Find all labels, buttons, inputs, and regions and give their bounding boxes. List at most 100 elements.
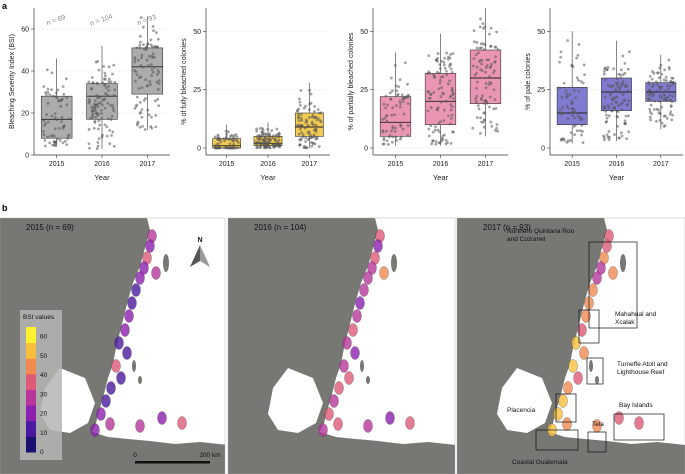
data-point [44,91,47,94]
data-point [154,31,158,34]
data-point [476,80,479,84]
data-point [433,128,437,132]
data-point [134,79,137,83]
data-point [156,68,160,72]
data-point [94,103,98,107]
data-point [255,129,259,133]
y-axis-label: % of pale colonies [525,53,532,110]
site-marker [127,296,137,310]
data-point [669,110,673,114]
data-point [580,130,584,133]
data-point [235,135,239,139]
data-point [451,93,455,96]
data-point [297,115,300,119]
data-point [494,106,498,110]
data-point [100,116,104,120]
data-point [42,85,46,88]
data-point [103,82,107,86]
data-point [87,128,91,131]
data-point [475,40,479,44]
data-point [151,25,155,28]
data-point [231,144,235,148]
data-point [101,98,105,102]
data-point [99,108,103,112]
data-point [488,105,491,109]
data-point [65,96,69,99]
data-point [96,82,99,85]
data-point [137,87,141,91]
data-point [625,103,629,107]
data-point [154,125,158,129]
data-point [297,113,300,117]
site-marker [106,381,116,395]
data-point [439,75,443,79]
data-point [562,81,566,85]
data-point [430,142,434,146]
data-point [266,142,270,146]
data-point [442,108,446,112]
island-reef [138,376,142,384]
x-tick-label: 2015 [49,161,65,168]
data-point [664,75,668,79]
data-point [619,85,623,89]
data-point [487,83,491,87]
data-point [139,16,143,20]
site-marker [135,419,145,433]
data-point [406,82,409,86]
data-point [581,81,585,85]
data-point [479,132,482,135]
data-point [649,103,653,107]
data-point [627,114,630,118]
data-point [573,133,577,137]
data-point [621,93,625,97]
data-point [484,86,488,90]
data-point [393,64,397,67]
data-point [64,77,68,81]
data-point [228,142,232,146]
island-cozumel [163,254,169,272]
data-point [476,104,480,107]
data-point [493,98,497,101]
data-point [617,72,621,76]
data-point [573,116,577,120]
legend-swatch [26,389,36,406]
data-point [381,142,385,146]
data-point [621,54,625,58]
data-point [479,17,482,21]
data-point [304,136,308,140]
data-point [662,114,666,118]
site-marker [116,371,126,385]
panel-label-a: a [2,1,8,11]
data-point [471,64,475,68]
data-point [565,140,569,144]
data-point [435,71,439,74]
data-point [150,45,154,49]
data-point [448,79,451,83]
site-marker [634,416,644,430]
data-point [59,98,63,102]
data-point [484,82,488,85]
data-point [112,93,116,97]
data-point [481,22,485,26]
data-point [53,112,57,115]
data-point [488,75,491,78]
data-point [148,80,152,83]
data-point [440,59,443,63]
data-point [395,139,399,142]
north-label: N [197,237,202,244]
data-point [45,68,49,72]
data-point [145,84,149,88]
data-point [100,103,104,107]
data-point [394,104,398,107]
north-arrow-right [200,245,210,267]
data-point [578,115,582,119]
data-point [135,73,139,77]
y-tick-label: 50 [360,29,368,36]
data-point [475,94,479,98]
data-point [385,113,389,117]
site-marker [333,417,343,431]
data-point [309,136,313,140]
data-point [56,88,60,92]
data-point [662,78,666,82]
data-point [607,114,611,118]
